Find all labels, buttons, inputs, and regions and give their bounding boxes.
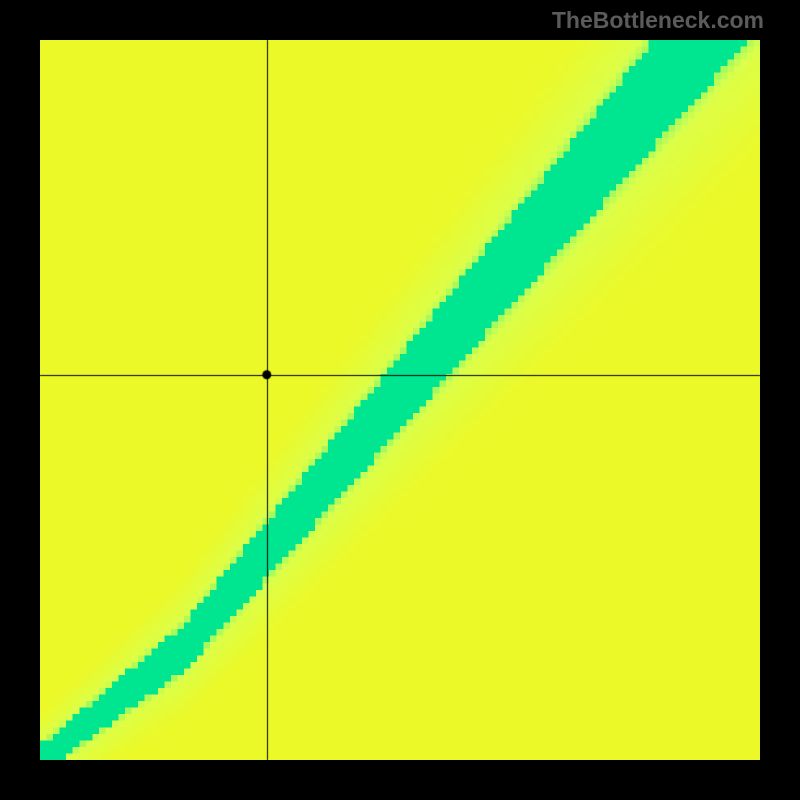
watermark-text: TheBottleneck.com — [552, 7, 764, 34]
chart-container: TheBottleneck.com — [0, 0, 800, 800]
crosshair-overlay — [0, 0, 800, 800]
